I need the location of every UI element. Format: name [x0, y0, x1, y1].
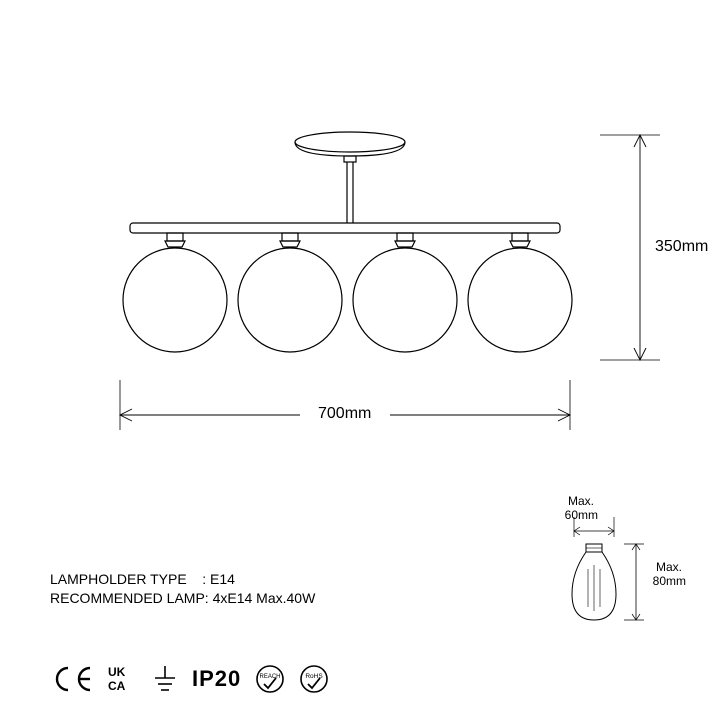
ce-mark-icon [50, 664, 94, 694]
certification-row: UK CA IP20 REACH RoHS [50, 664, 329, 694]
svg-text:REACH: REACH [260, 674, 281, 680]
bulb-width-value: 60mm [565, 508, 598, 522]
spec-line-2: RECOMMENDED LAMP: 4xE14 Max.40W [50, 589, 315, 609]
earth-symbol-icon [152, 664, 178, 694]
rohs-mark-icon: RoHS [299, 664, 329, 694]
bulb-width-max-label: Max. [568, 494, 594, 508]
page-root: 700mm 350mm Max. 60mm Max. 80 [0, 0, 724, 724]
ukca-mark-icon: UK CA [108, 664, 138, 694]
spec-line1-value: E14 [210, 571, 235, 587]
spec-line1-sep: : [202, 571, 206, 587]
height-dimension-label: 350mm [655, 238, 708, 256]
spec-line-1: LAMPHOLDER TYPE : E14 [50, 570, 315, 590]
svg-text:UK: UK [108, 665, 126, 679]
bulb-height-max-label: Max. [656, 560, 682, 574]
reach-mark-icon: REACH [255, 664, 285, 694]
ip-rating: IP20 [192, 666, 241, 692]
spec-block: LAMPHOLDER TYPE : E14 RECOMMENDED LAMP: … [50, 570, 315, 609]
spec-line2-value: 4xE14 Max.40W [213, 590, 316, 606]
spec-line2-key: RECOMMENDED LAMP: [50, 590, 209, 606]
lamp-technical-drawing [0, 0, 724, 500]
width-dimension-label: 700mm [318, 405, 371, 423]
svg-text:RoHS: RoHS [306, 673, 324, 680]
svg-text:CA: CA [108, 679, 126, 693]
bulb-height-value: 80mm [653, 574, 686, 588]
spec-line1-key: LAMPHOLDER TYPE [50, 571, 187, 587]
